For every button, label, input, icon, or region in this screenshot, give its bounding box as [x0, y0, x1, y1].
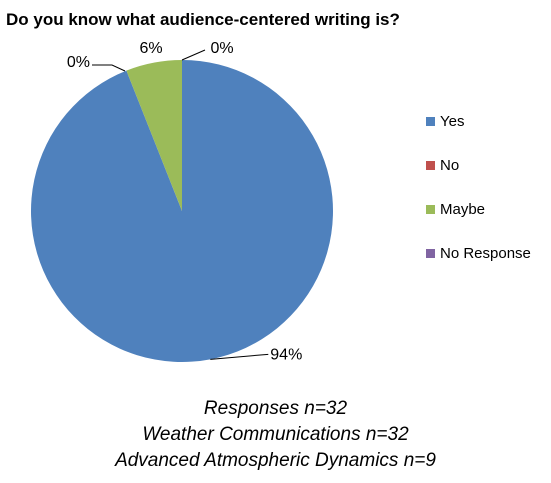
pie-chart: 94% 0% 6% 0% [30, 40, 334, 363]
chart-title: Do you know what audience-centered writi… [6, 10, 400, 29]
sample-size-notes: Responses n=32 Weather Communications n=… [0, 396, 551, 474]
note-responses: Responses n=32 [203, 398, 348, 419]
pie-slice-maybe [126, 60, 182, 211]
legend-swatch-maybe [426, 204, 435, 214]
leader-line-no-response [181, 49, 206, 61]
legend-item-no: No [426, 154, 531, 176]
legend-swatch-yes [426, 116, 435, 126]
legend-label-no: No [440, 156, 460, 174]
data-label-no-response: 0% [210, 40, 233, 57]
note-weather-communications: Weather Communications n=32 [142, 424, 409, 445]
legend-label-yes: Yes [440, 112, 465, 130]
data-label-no: 0% [67, 54, 90, 71]
leader-line-no [92, 64, 126, 72]
legend-label-maybe: Maybe [440, 200, 486, 218]
legend: Yes No Maybe No Response [426, 110, 531, 286]
legend-swatch-no-response [426, 248, 435, 258]
legend-item-maybe: Maybe [426, 198, 531, 220]
legend-item-yes: Yes [426, 110, 531, 132]
legend-label-no-response: No Response [440, 244, 531, 262]
legend-item-no-response: No Response [426, 242, 531, 264]
leader-line-yes [210, 353, 269, 360]
data-label-yes: 94% [270, 346, 302, 363]
note-advanced-atmospheric-dynamics: Advanced Atmospheric Dynamics n=9 [115, 450, 436, 471]
legend-swatch-no [426, 160, 435, 170]
data-label-maybe: 6% [139, 40, 162, 57]
